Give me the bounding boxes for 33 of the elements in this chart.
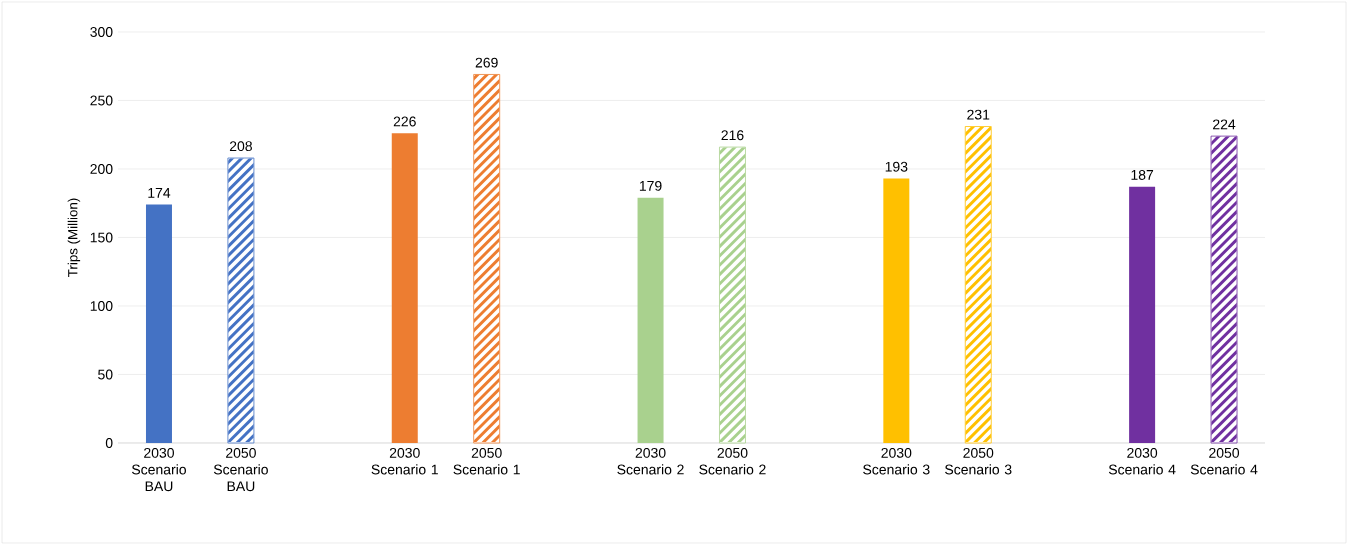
data-label: 187 (1131, 169, 1154, 180)
x-tick-label: 2030 Scenario 4 (1108, 447, 1176, 475)
bar (145, 204, 172, 443)
y-tick-label: 150 (90, 232, 113, 243)
x-tick-label: 2050 Scenario BAU (213, 447, 268, 492)
data-label: 208 (229, 141, 252, 152)
bar (391, 133, 418, 443)
y-tick-label: 50 (98, 369, 113, 380)
x-tick-label: 2050 Scenario 1 (453, 447, 520, 475)
x-tick-label: 2030 Scenario BAU (131, 447, 186, 492)
x-tick-label: 2030 Scenario 3 (863, 447, 930, 475)
x-tick-label: 2030 Scenario 1 (371, 447, 438, 475)
data-label: 269 (475, 57, 498, 68)
data-label: 174 (148, 188, 171, 198)
x-tick-label: 2050 Scenario 2 (699, 447, 766, 475)
data-label: 179 (639, 180, 662, 191)
bar (883, 178, 910, 443)
x-tick-label: 2050 Scenario 4 (1190, 447, 1258, 475)
bar (637, 197, 664, 443)
y-tick-label: 200 (90, 164, 113, 174)
data-label: 226 (393, 116, 416, 127)
data-label: 193 (885, 161, 908, 172)
y-tick-label: 250 (90, 95, 113, 106)
y-tick-label: 300 (90, 27, 113, 37)
data-label: 224 (1213, 119, 1236, 130)
data-label: 231 (967, 109, 990, 120)
x-tick-label: 2030 Scenario 2 (617, 447, 684, 475)
bar (1129, 186, 1156, 443)
x-tick-label: 2050 Scenario 3 (945, 447, 1012, 475)
data-label: 216 (721, 130, 744, 141)
y-axis-title: Trips (Million) (67, 198, 81, 277)
y-tick-label: 100 (90, 301, 113, 311)
y-tick-label: 0 (105, 438, 113, 448)
